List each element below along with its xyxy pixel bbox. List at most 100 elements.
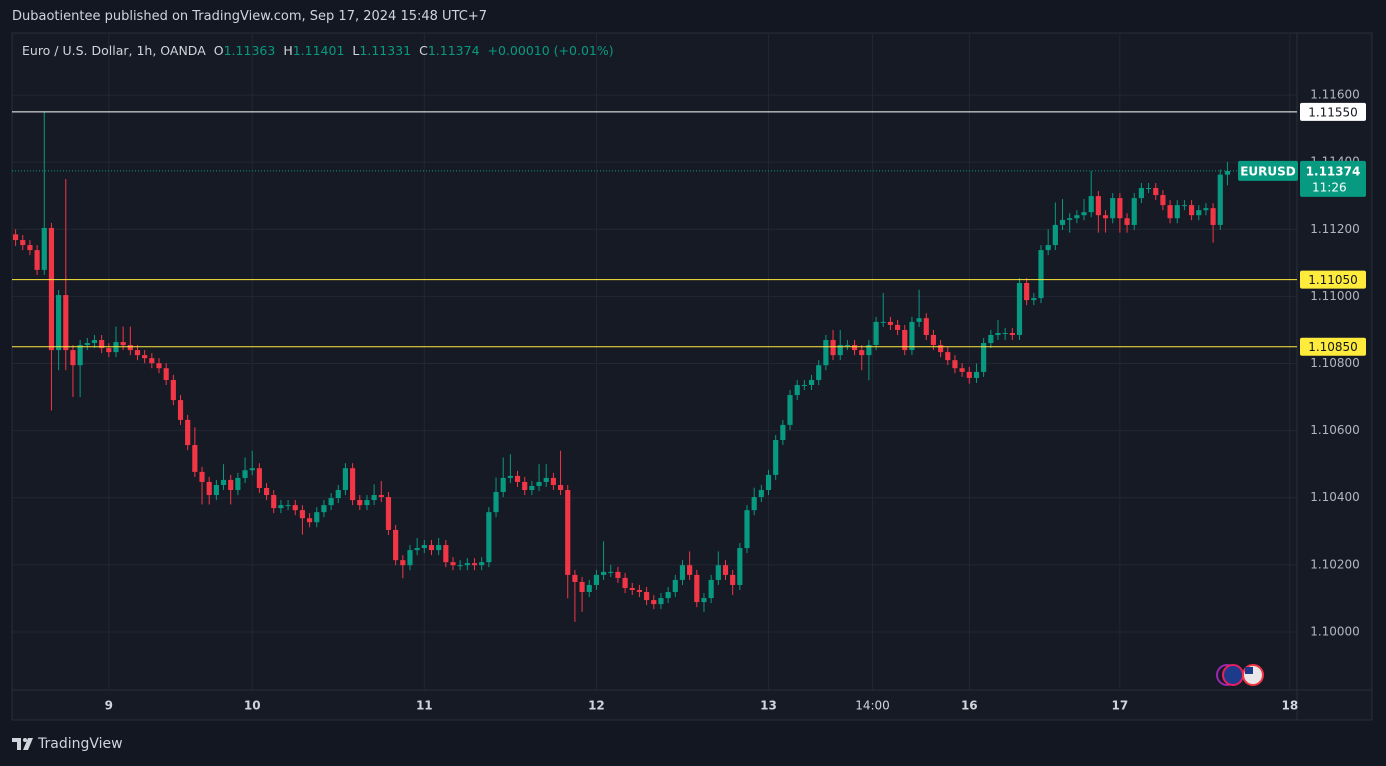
candle-body	[106, 348, 112, 353]
currency-icons	[1216, 664, 1264, 686]
candle-body	[615, 571, 621, 578]
ohlc-close: 1.11374	[427, 43, 480, 58]
candle-body	[1088, 196, 1094, 213]
candle-body	[636, 590, 643, 593]
candle-body	[765, 474, 772, 491]
candle-body	[895, 324, 901, 330]
candle-body	[314, 512, 320, 523]
candle-body	[945, 352, 951, 361]
candle-body	[70, 350, 76, 366]
candle-body	[357, 500, 363, 506]
ohlc-letter: L	[352, 43, 360, 58]
candle-body	[364, 500, 370, 506]
candle-body	[701, 598, 707, 603]
candle-body	[1016, 282, 1023, 335]
candle-body	[27, 245, 33, 251]
candle-body	[622, 577, 628, 588]
grid: 1.116001.114001.112001.110001.108001.106…	[12, 33, 1360, 713]
candle-body	[679, 565, 686, 580]
candle-body	[959, 368, 965, 372]
candle-body	[142, 355, 148, 359]
candle-body	[708, 579, 714, 599]
candle-body	[242, 470, 248, 478]
candle-body	[758, 490, 764, 498]
candle-body	[644, 592, 650, 601]
ohlc-low: 1.11331	[359, 43, 412, 58]
candle-body	[235, 477, 241, 491]
candle-body	[737, 548, 743, 585]
candle-body	[400, 560, 406, 566]
candle-body	[687, 565, 693, 575]
candle-body	[256, 468, 262, 489]
y-tick-label: 1.10000	[1310, 624, 1360, 638]
candle-body	[1102, 215, 1109, 219]
candle-body	[916, 318, 922, 322]
legend: Euro / U.S. Dollar, 1h, OANDA O1.11363 H1.…	[22, 43, 622, 58]
level-label: 1.11550	[1308, 105, 1358, 119]
candle-body	[443, 545, 449, 563]
candle-body	[77, 345, 83, 366]
ohlc-open: 1.11363	[223, 43, 276, 58]
chart-pane	[11, 32, 1373, 721]
x-tick-label: 13	[760, 699, 777, 713]
y-tick-label: 1.10600	[1310, 423, 1360, 437]
candle-body	[579, 581, 585, 593]
candle-body	[859, 350, 865, 356]
y-tick-label: 1.10800	[1310, 356, 1360, 370]
candle-body	[1224, 170, 1231, 175]
candle-body	[263, 488, 270, 496]
x-tick-label: 12	[588, 699, 605, 713]
candle-body	[507, 475, 513, 478]
candle-body	[1145, 188, 1152, 190]
candle-body	[873, 321, 879, 346]
level-label-box	[1300, 102, 1366, 121]
candle-body	[1059, 219, 1066, 225]
candle-body	[773, 440, 779, 475]
candle-body	[249, 468, 255, 471]
candle-body	[421, 545, 427, 549]
candle-body	[1174, 205, 1180, 219]
overlay: 1.11550 1.11050 1.10850 EURUSD 1.11374 11:26	[12, 102, 1366, 356]
candles	[13, 111, 1231, 622]
candle-body	[1189, 205, 1195, 216]
candle-body	[629, 587, 635, 591]
candle-body	[1074, 215, 1080, 219]
candle-body	[722, 565, 729, 575]
candle-body	[1117, 198, 1123, 219]
candle-body	[550, 477, 556, 485]
candle-body	[572, 574, 578, 582]
candle-body	[801, 384, 807, 386]
candle-body	[486, 512, 492, 563]
candle-body	[887, 321, 893, 325]
candle-body	[285, 505, 291, 507]
candle-body	[1210, 208, 1216, 225]
candle-body	[557, 484, 564, 491]
candle-body	[529, 485, 535, 491]
candle-body	[91, 340, 98, 344]
ohlc-letter: C	[419, 43, 428, 58]
candle-body	[20, 240, 26, 246]
countdown-label: 11:26	[1312, 180, 1347, 194]
change: +0.00010 (+0.01%)	[487, 43, 614, 58]
candle-body	[56, 295, 62, 351]
candle-body	[1217, 174, 1223, 225]
candle-body	[981, 343, 987, 372]
candle-body	[1110, 198, 1116, 219]
candle-body	[988, 334, 994, 344]
candle-body	[220, 479, 227, 485]
ohlc-high: 1.11401	[292, 43, 345, 58]
candle-body	[665, 592, 671, 599]
candle-body	[973, 371, 980, 378]
tv-logo	[12, 738, 33, 750]
candle-body	[880, 321, 886, 323]
candle-body	[938, 345, 944, 353]
candle-body	[228, 479, 234, 491]
candle-body	[41, 227, 47, 270]
candle-body	[464, 563, 470, 566]
candle-body	[1045, 245, 1051, 251]
candle-body	[63, 295, 69, 351]
candle-body	[1038, 250, 1044, 299]
candle-body	[1196, 210, 1202, 216]
